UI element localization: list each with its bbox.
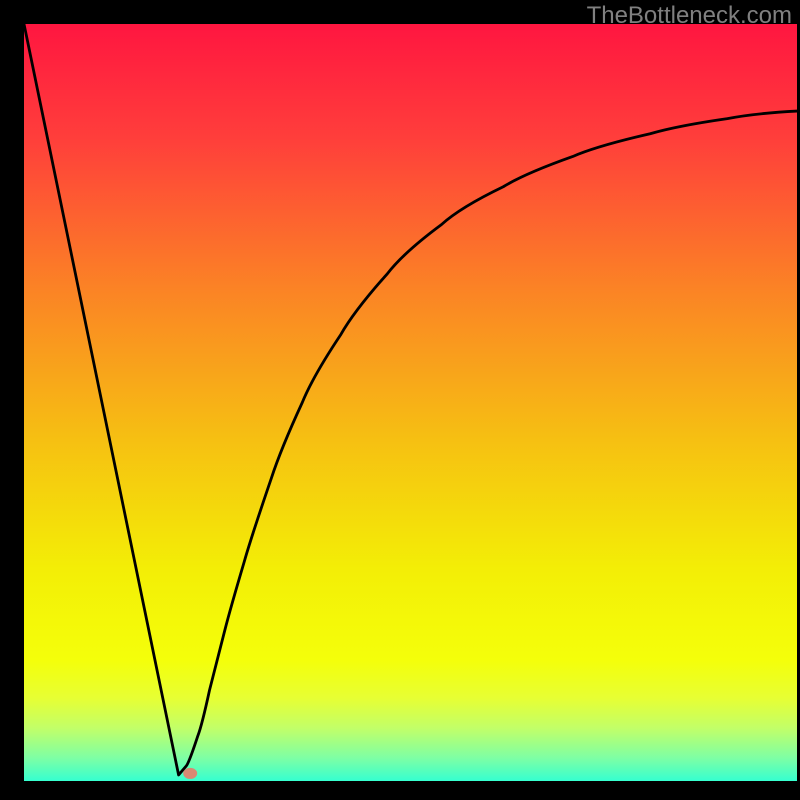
chart-frame: TheBottleneck.com <box>0 0 800 800</box>
watermark-label: TheBottleneck.com <box>587 2 792 30</box>
bottleneck-curve-plot <box>0 0 800 800</box>
optimal-marker <box>183 768 197 779</box>
plot-background <box>24 24 797 781</box>
